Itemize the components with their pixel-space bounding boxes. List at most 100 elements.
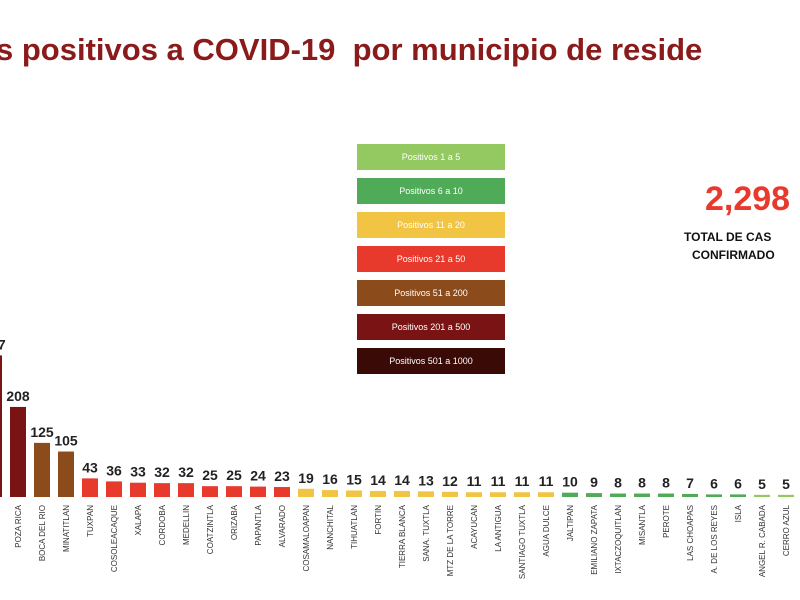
value-label: 11	[539, 473, 554, 489]
bar	[466, 492, 482, 497]
bar	[658, 493, 674, 497]
value-label: 36	[106, 462, 122, 478]
x-tick-label: CERRO AZUL	[782, 504, 791, 556]
bar	[298, 488, 314, 497]
x-tick-label: LA ANTIGUA	[494, 504, 503, 551]
value-label: 7	[686, 475, 694, 491]
legend-swatch	[357, 314, 505, 340]
legend-label: Positivos 501 a 1000	[389, 356, 473, 366]
x-tick-label: EMILIANO ZAPATA	[590, 504, 599, 574]
x-tick-label: SANA. TUXTLA	[422, 504, 431, 561]
value-label: 8	[614, 475, 622, 491]
x-tick-label: ORIZABA	[230, 504, 239, 540]
x-tick-label: COSOLEACAQUE	[110, 505, 119, 572]
x-tick-label: PAPANTLA	[254, 504, 263, 545]
value-label: 24	[250, 468, 266, 484]
value-label: 19	[298, 470, 314, 486]
x-tick-label: MTZ DE LA TORRE	[446, 505, 455, 576]
bar	[250, 486, 266, 497]
bar	[106, 481, 122, 497]
x-tick-label: COSAMALOAPAN	[302, 505, 311, 572]
bar	[82, 478, 98, 497]
x-tick-label: SANTIAGO TUXTLA	[518, 504, 527, 579]
value-label: 8	[638, 475, 646, 491]
bar	[586, 493, 602, 497]
value-label: 11	[467, 473, 482, 489]
value-label: 5	[758, 476, 766, 492]
x-tick-label: ISLA	[734, 504, 743, 522]
value-label: 32	[178, 464, 194, 480]
value-label: 10	[562, 474, 578, 490]
value-label: 327	[0, 336, 6, 352]
x-tick-label: ALVARADO	[278, 505, 287, 547]
bar	[754, 494, 770, 497]
x-tick-label: XALAPA	[134, 504, 143, 535]
legend-swatch	[357, 144, 505, 170]
x-tick-label: MINATITLAN	[62, 505, 71, 552]
legend-swatch	[357, 212, 505, 238]
x-tick-label: MEDELLIN	[182, 505, 191, 545]
value-label: 208	[6, 388, 30, 404]
value-label: 11	[515, 473, 530, 489]
bar	[778, 494, 794, 497]
x-tick-label: COATZINTLA	[206, 504, 215, 554]
bar	[10, 406, 26, 497]
x-tick-label: PEROTE	[662, 505, 671, 538]
x-tick-label: ANGEL R. CABADA	[758, 504, 767, 577]
value-label: 43	[82, 459, 98, 475]
value-label: 6	[734, 475, 742, 491]
legend-label: Positivos 11 a 20	[397, 220, 465, 230]
value-label: 32	[154, 464, 170, 480]
bar	[418, 491, 434, 497]
bar	[274, 487, 290, 497]
x-tick-label: LAS CHOAPAS	[686, 505, 695, 561]
value-label: 25	[226, 467, 242, 483]
legend-swatch	[357, 280, 505, 306]
bar	[58, 451, 74, 497]
value-label: 5	[782, 476, 790, 492]
legend-label: Positivos 1 a 5	[402, 152, 461, 162]
x-tick-label: AGUA DULCE	[542, 505, 551, 557]
value-label: 16	[322, 471, 338, 487]
value-label: 14	[370, 472, 386, 488]
x-tick-label: TIHUATLAN	[350, 505, 359, 549]
value-label: 33	[130, 464, 146, 480]
legend-label: Positivos 201 a 500	[392, 322, 471, 332]
value-label: 25	[202, 467, 218, 483]
bar	[322, 490, 338, 497]
total-caption: CONFIRMADO	[692, 248, 775, 262]
bar	[538, 492, 554, 497]
legend-label: Positivos 51 a 200	[394, 288, 468, 298]
bar	[514, 492, 530, 497]
x-tick-label: FORTIN	[374, 505, 383, 535]
bar	[154, 483, 170, 497]
chart-title: s positivos a COVID-19 por municipio de …	[0, 32, 702, 67]
bar	[346, 490, 362, 497]
bar	[226, 486, 242, 497]
value-label: 14	[394, 472, 410, 488]
bar	[610, 493, 626, 497]
bar	[490, 492, 506, 497]
x-tick-label: A. DE LOS REYES	[710, 505, 719, 573]
value-label: 15	[346, 472, 362, 488]
legend-swatch	[357, 348, 505, 374]
bar	[34, 442, 50, 497]
bar	[442, 491, 458, 497]
value-label: 105	[54, 433, 78, 449]
x-tick-label: CORDOBA	[158, 504, 167, 545]
legend-label: Positivos 6 a 10	[399, 186, 463, 196]
value-label: 125	[30, 424, 54, 440]
value-label: 9	[590, 474, 598, 490]
x-tick-label: BOCA DEL RIO	[38, 505, 47, 561]
legend-swatch	[357, 246, 505, 272]
total: 2,298	[705, 180, 790, 218]
x-tick-label: ACAYUCAN	[470, 505, 479, 549]
x-tick-label: TIERRA BLANCA	[398, 504, 407, 568]
bar	[370, 490, 386, 497]
bar	[682, 493, 698, 497]
legend-label: Positivos 21 a 50	[397, 254, 466, 264]
x-tick-label: IXTACZOQUITLAN	[614, 505, 623, 574]
bar	[730, 494, 746, 497]
x-tick-label: MISANTLA	[638, 504, 647, 545]
